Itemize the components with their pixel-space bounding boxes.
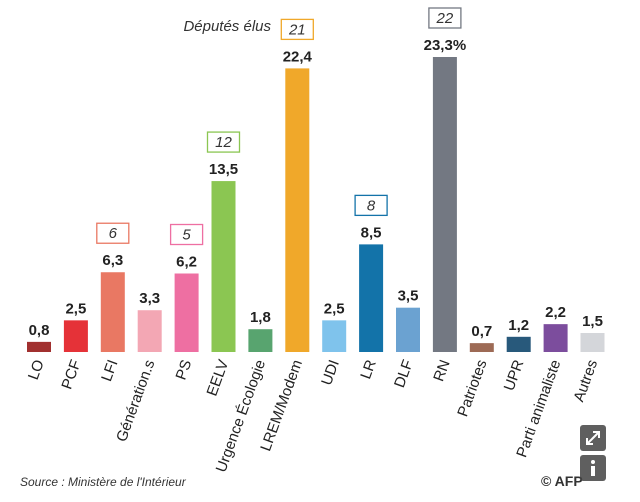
seat-box-2 [96,222,130,244]
value-label-6: 1,8 [250,309,271,326]
value-label-2: 6,3 [102,252,123,269]
seat-count-9: 8 [367,197,376,214]
value-label-4: 6,2 [176,254,197,271]
category-label-15: Autres [570,358,601,405]
seat-box-9 [354,194,388,217]
category-label-5: EELV [204,358,233,399]
bar-10 [396,307,420,352]
value-label-1: 2,5 [65,300,86,317]
bar-3 [137,310,162,352]
seat-count-4: 5 [182,227,191,244]
bar-13 [506,336,531,352]
bar-9 [359,244,384,352]
category-label-13: UPR [501,357,528,393]
bar-8 [322,320,347,352]
value-label-13: 1,2 [508,317,529,334]
bar-12 [469,343,494,352]
expand-icon [586,431,600,445]
value-label-11: 23,3% [424,37,467,54]
category-label-8: UDI [318,358,343,388]
value-label-9: 8,5 [361,224,382,241]
bar-4 [174,273,199,352]
value-label-3: 3,3 [139,290,160,307]
seat-box-11 [428,7,462,29]
seat-count-11: 22 [436,10,454,27]
bar-11 [432,57,457,352]
value-label-12: 0,7 [471,323,492,340]
bar-14 [543,324,568,352]
bar-2 [100,272,125,352]
category-label-9: LR [357,357,380,381]
bar-15 [580,333,605,352]
source-note: Source : Ministère de l'Intérieur [20,475,186,489]
bar-7 [285,68,310,353]
bar-6 [248,329,273,352]
seat-count-5: 12 [215,134,232,151]
seats-legend-label: Députés élus [183,18,271,35]
category-label-4: PS [173,358,196,383]
seat-box-4 [169,223,204,246]
value-label-15: 1,5 [582,313,603,330]
seat-count-2: 6 [109,225,118,242]
value-label-14: 2,2 [545,304,566,321]
expand-button[interactable] [580,425,606,451]
bar-0 [27,341,51,352]
value-label-5: 13,5 [209,161,238,178]
category-label-3: Génération.s [113,358,158,445]
category-label-0: LO [25,358,48,383]
category-label-2: LFI [98,358,121,384]
bar-1 [63,320,88,352]
seat-count-7: 21 [288,21,306,38]
value-label-10: 3,5 [398,288,419,305]
value-label-8: 2,5 [324,300,345,317]
bar-5 [211,181,236,352]
category-label-10: DLF [391,358,417,390]
category-label-11: RN [430,358,453,384]
value-label-0: 0,8 [29,322,50,339]
category-label-1: PCF [58,358,84,392]
category-label-12: Patriotes [454,358,490,419]
info-icon [591,460,595,476]
afp-credit: © AFP [541,473,583,489]
value-label-7: 22,4 [283,48,313,65]
info-button[interactable] [580,455,606,481]
seat-box-5 [206,131,241,153]
seat-box-7 [280,18,314,41]
